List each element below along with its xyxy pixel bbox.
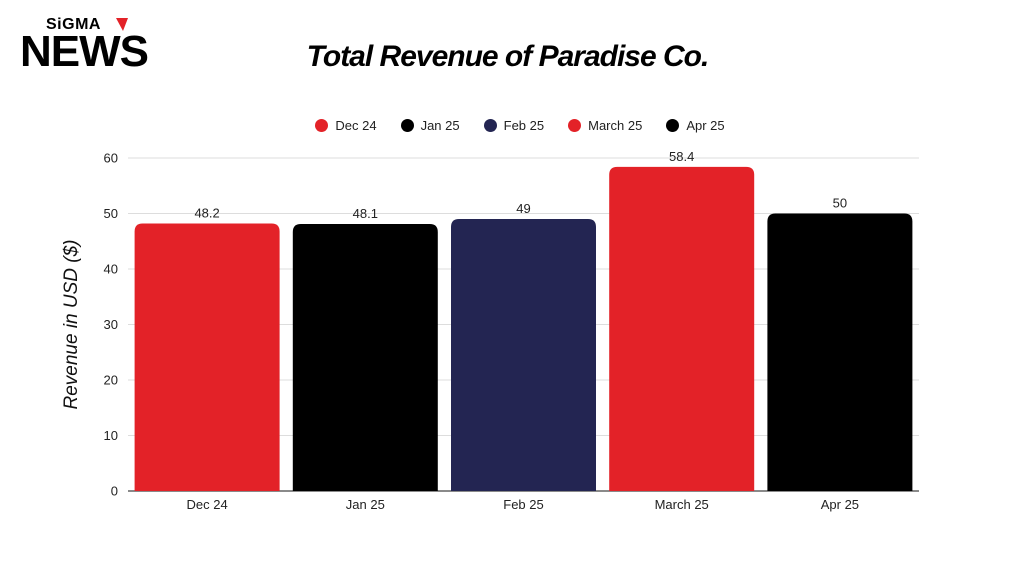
y-tick-label: 50 (104, 206, 118, 221)
logo-top-text: SiGMA (46, 16, 101, 33)
legend-label: Dec 24 (335, 118, 377, 133)
x-tick-label: March 25 (655, 497, 709, 512)
data-label: 49 (516, 201, 530, 216)
logo-main-text: NEWS (20, 27, 149, 76)
data-label: 48.2 (194, 205, 219, 220)
legend-item: March 25 (568, 118, 642, 133)
data-label: 48.1 (353, 206, 378, 221)
chart-legend: Dec 24 Jan 25 Feb 25 March 25 Apr 25 (0, 118, 1024, 133)
data-label: 58.4 (669, 149, 694, 164)
legend-label: March 25 (588, 118, 643, 133)
chart-title: Total Revenue of Paradise Co. (306, 40, 710, 73)
data-label: 50 (833, 196, 847, 211)
legend-label: Feb 25 (503, 118, 545, 133)
legend-swatch (666, 119, 680, 132)
x-tick-label: Apr 25 (821, 497, 859, 512)
x-tick-label: Dec 24 (186, 497, 227, 512)
y-tick-label: 10 (104, 428, 118, 443)
bar-march-25 (609, 166, 755, 491)
logo-mark-icon (116, 18, 128, 31)
legend-swatch (483, 119, 497, 132)
y-axis-label: Revenue in USD ($) (61, 239, 82, 409)
y-tick-label: 0 (111, 484, 118, 499)
bar-jan-25 (292, 224, 438, 492)
y-tick-label: 60 (104, 151, 118, 166)
legend-item: Feb 25 (483, 118, 545, 133)
bar-feb-25 (451, 219, 596, 492)
legend-item: Apr 25 (666, 118, 725, 133)
legend-swatch (400, 119, 414, 132)
bar-dec-24 (134, 223, 280, 492)
bar-apr-25 (767, 213, 913, 491)
y-tick-label: 30 (104, 317, 118, 332)
sigma-news-logo: SiGMA NEWS (20, 14, 160, 76)
y-tick-label: 20 (104, 373, 118, 388)
legend-item: Dec 24 (315, 118, 377, 133)
legend-swatch (315, 119, 329, 132)
y-tick-label: 40 (104, 262, 118, 277)
legend-item: Jan 25 (400, 118, 460, 133)
legend-label: Jan 25 (420, 118, 460, 133)
legend-swatch (568, 119, 582, 132)
legend-label: Apr 25 (686, 118, 725, 133)
x-tick-label: Jan 25 (346, 497, 385, 512)
x-tick-label: Feb 25 (503, 497, 543, 512)
